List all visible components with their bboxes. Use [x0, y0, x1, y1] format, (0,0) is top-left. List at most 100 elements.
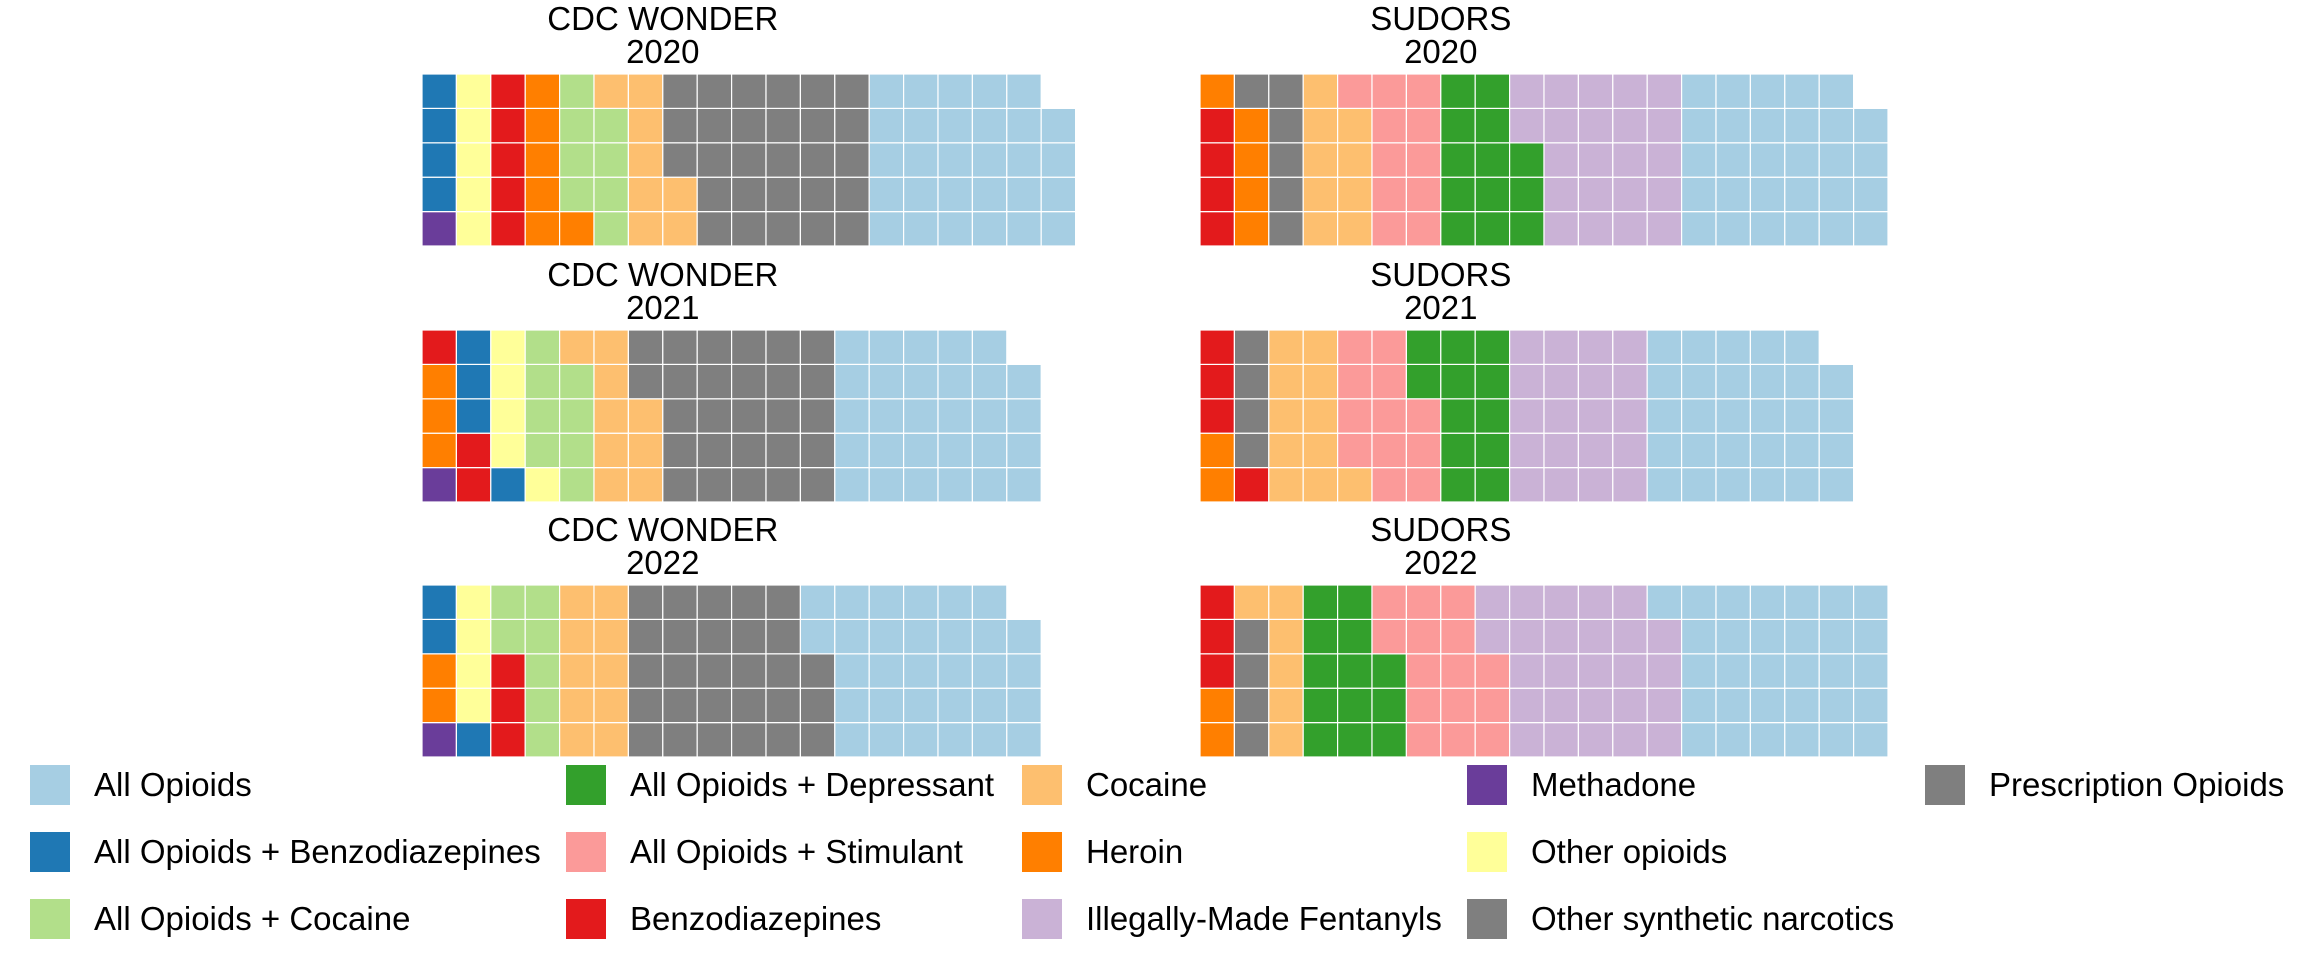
waffle-cell-prescription-opioids: [799, 432, 836, 469]
legend-swatch: [566, 765, 606, 805]
waffle-cell-all-opioids-stimulant: [1405, 687, 1442, 724]
waffle-cell-all-opioids: [1818, 618, 1855, 655]
waffle-cell-all-opioids-cocaine: [524, 432, 561, 469]
waffle-cell-all-opioids-stimulant: [1405, 176, 1442, 213]
waffle-cell-illegally-made-fentanyls: [1646, 687, 1683, 724]
waffle-cell-prescription-opioids: [834, 73, 870, 110]
waffle-cell-prescription-opioids: [662, 329, 698, 366]
waffle-cell-illegally-made-fentanyls: [1646, 73, 1683, 110]
waffle-cell-prescription-opioids: [696, 653, 733, 689]
waffle-cell-illegally-made-fentanyls: [1509, 618, 1545, 655]
waffle-cell-all-opioids-stimulant: [1474, 687, 1511, 724]
waffle-cell-prescription-opioids: [1268, 73, 1304, 110]
waffle-cell-prescription-opioids: [696, 584, 733, 621]
waffle-cell-illegally-made-fentanyls: [1577, 653, 1614, 689]
legend-item-cocaine: Cocaine: [1022, 765, 1207, 805]
waffle-cell-prescription-opioids: [799, 687, 836, 724]
waffle-cell-all-opioids: [1006, 618, 1042, 655]
waffle-cell-illegally-made-fentanyls: [1543, 363, 1580, 400]
waffle-cell-all-opioids-depressant: [1337, 653, 1373, 689]
waffle-cell-all-opioids: [1646, 432, 1683, 469]
waffle-cell-all-opioids-depressant: [1440, 432, 1476, 469]
waffle-cell-all-opioids: [868, 432, 905, 469]
waffle-cell-heroin: [1199, 687, 1236, 724]
waffle-cell-all-opioids: [1784, 653, 1820, 689]
waffle-cell-cocaine: [1302, 142, 1339, 178]
waffle-cell-all-opioids: [868, 584, 905, 621]
waffle-cell-all-opioids: [834, 722, 870, 758]
legend-swatch: [566, 832, 606, 872]
waffle-cell-all-opioids: [1040, 211, 1077, 247]
panel-source-title: CDC WONDER: [547, 0, 779, 37]
waffle-cell-all-opioids: [1784, 363, 1820, 400]
waffle-cell-all-opioids-cocaine: [524, 584, 561, 621]
waffle-cell-all-opioids: [1784, 618, 1820, 655]
waffle-cell-all-opioids: [937, 432, 974, 469]
waffle-cell-prescription-opioids: [834, 107, 870, 144]
waffle-cell-prescription-opioids: [799, 722, 836, 758]
waffle-cell-all-opioids: [1852, 687, 1889, 724]
waffle-cell-prescription-opioids: [662, 687, 698, 724]
waffle-cell-all-opioids-depressant: [1474, 398, 1511, 434]
waffle-cell-all-opioids: [1006, 363, 1042, 400]
panel-source-title: CDC WONDER: [547, 256, 779, 293]
waffle-cell-prescription-opioids: [662, 363, 698, 400]
waffle-cell-cocaine: [627, 176, 664, 213]
waffle-cell-cocaine: [593, 363, 630, 400]
waffle-cell-cocaine: [1268, 722, 1304, 758]
waffle-cell-all-opioids: [868, 142, 905, 178]
waffle-cell-cocaine: [1302, 211, 1339, 247]
waffle-cell-all-opioids-cocaine: [593, 107, 630, 144]
waffle-cell-all-opioids: [1715, 329, 1752, 366]
waffle-cell-all-opioids: [1784, 432, 1820, 469]
waffle-cell-prescription-opioids: [731, 467, 767, 503]
waffle-cell-prescription-opioids: [696, 432, 733, 469]
waffle-cell-all-opioids: [868, 653, 905, 689]
waffle-cell-prescription-opioids: [627, 687, 664, 724]
waffle-cell-cocaine: [627, 142, 664, 178]
waffle-cell-all-opioids-depressant: [1474, 73, 1511, 110]
waffle-cell-all-opioids-stimulant: [1371, 363, 1408, 400]
waffle-cell-all-opioids-cocaine: [593, 176, 630, 213]
waffle-cell-all-opioids-depressant: [1440, 467, 1476, 503]
waffle-cell-all-opioids-depressant: [1440, 329, 1476, 366]
waffle-cell-all-opioids-depressant: [1337, 584, 1373, 621]
waffle-cell-prescription-opioids: [662, 107, 698, 144]
waffle-cell-prescription-opioids: [662, 467, 698, 503]
waffle-cell-all-opioids: [971, 584, 1008, 621]
waffle-cell-all-opioids-depressant: [1474, 107, 1511, 144]
waffle-cell-all-opioids: [1818, 73, 1855, 110]
waffle-cell-all-opioids: [1749, 398, 1786, 434]
waffle-cell-illegally-made-fentanyls: [1577, 467, 1614, 503]
waffle-cell-prescription-opioids: [662, 73, 698, 110]
waffle-cell-prescription-opioids: [731, 584, 767, 621]
waffle-cell-all-opioids-stimulant: [1371, 618, 1408, 655]
waffle-cell-all-opioids: [1006, 653, 1042, 689]
waffle-cell-all-opioids-cocaine: [593, 142, 630, 178]
waffle-cell-prescription-opioids: [731, 329, 767, 366]
waffle-cell-all-opioids-benzodiazepines: [455, 363, 492, 400]
legend-label: Cocaine: [1086, 766, 1208, 803]
panel-year-title: 2020: [626, 33, 700, 70]
waffle-cell-prescription-opioids: [731, 73, 767, 110]
waffle-cell-heroin: [1233, 211, 1270, 247]
waffle-cell-prescription-opioids: [731, 653, 767, 689]
panel-source-title: CDC WONDER: [547, 511, 779, 548]
waffle-cell-all-opioids: [868, 618, 905, 655]
waffle-cell-heroin: [1199, 722, 1236, 758]
waffle-cell-all-opioids: [1715, 584, 1752, 621]
waffle-cell-all-opioids: [1006, 107, 1042, 144]
waffle-cell-illegally-made-fentanyls: [1577, 142, 1614, 178]
waffle-cell-benzodiazepines: [490, 176, 526, 213]
waffle-cell-all-opioids-depressant: [1474, 142, 1511, 178]
waffle-cell-all-opioids: [1749, 432, 1786, 469]
waffle-cell-heroin: [1199, 432, 1236, 469]
waffle-cell-prescription-opioids: [662, 722, 698, 758]
waffle-cell-all-opioids-cocaine: [559, 176, 595, 213]
waffle-cell-prescription-opioids: [627, 329, 664, 366]
waffle-cell-all-opioids: [1749, 467, 1786, 503]
waffle-cell-all-opioids: [903, 142, 939, 178]
waffle-cell-prescription-opioids: [799, 107, 836, 144]
waffle-cell-all-opioids: [1715, 142, 1752, 178]
waffle-cell-all-opioids: [1818, 432, 1855, 469]
